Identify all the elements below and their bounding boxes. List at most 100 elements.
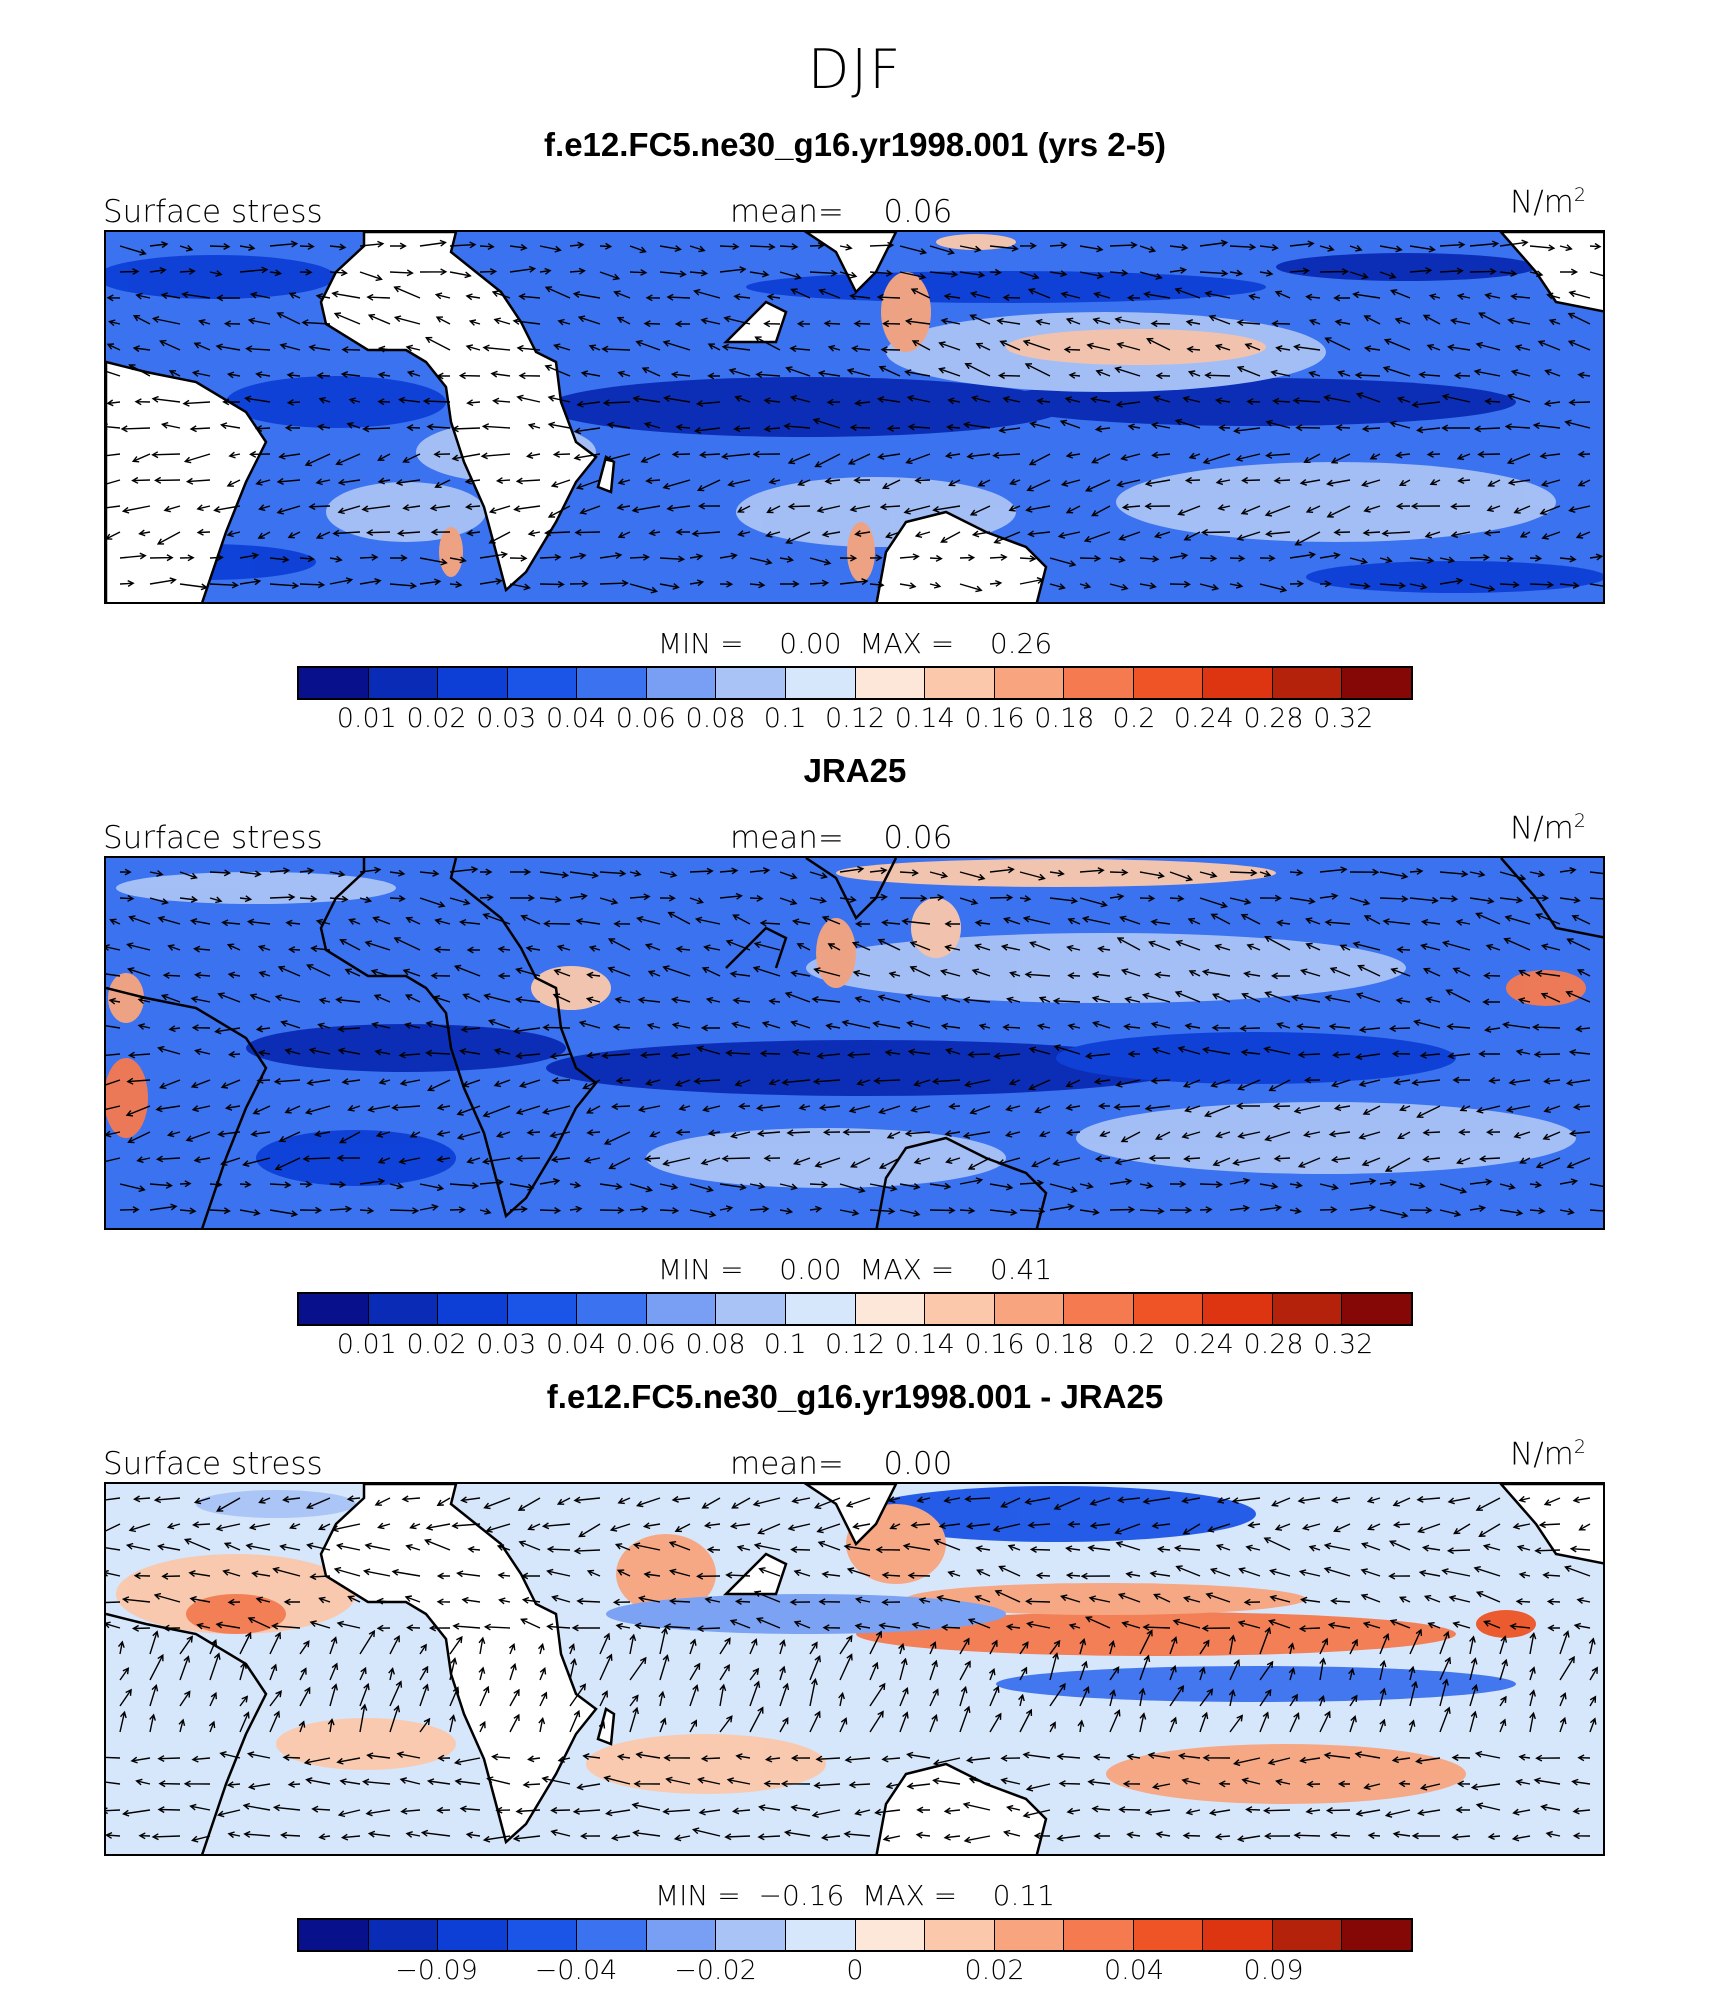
stress-vector-arrow [749, 1680, 761, 1707]
stress-vector-arrow [493, 317, 511, 325]
stress-vector-arrow [1009, 971, 1021, 978]
stress-vector-arrow [1184, 1105, 1201, 1113]
stress-vector-arrow [648, 529, 661, 537]
stress-vector-arrow [755, 1617, 781, 1629]
stress-vector-arrow [1218, 424, 1231, 432]
stress-vector-arrow [969, 314, 991, 325]
stress-vector-arrow [659, 555, 686, 563]
stress-vector-arrow [1389, 1619, 1411, 1629]
stress-vector-arrow [839, 895, 857, 903]
stress-vector-arrow [1276, 919, 1291, 927]
stress-vector-arrow [479, 1178, 504, 1186]
stress-vector-arrow [193, 342, 211, 351]
stress-vector-arrow [1079, 245, 1104, 253]
stress-vector-arrow [1329, 967, 1351, 977]
stress-vector-arrow [989, 268, 1002, 276]
stress-vector-arrow [466, 399, 481, 407]
stress-vector-arrow [971, 968, 991, 977]
stress-vector-arrow [1236, 365, 1261, 377]
stress-vector-arrow [227, 971, 241, 979]
stress-vector-arrow [389, 1182, 405, 1190]
stress-vector-arrow [160, 292, 181, 300]
stress-vector-arrow [1429, 478, 1441, 486]
stress-vector-arrow [1109, 556, 1126, 563]
stress-vector-arrow [106, 1621, 121, 1629]
stress-vector-arrow [645, 477, 661, 485]
stress-vector-arrow [629, 1706, 639, 1733]
stress-vector-arrow [944, 1130, 961, 1137]
stress-vector-arrow [1169, 1684, 1185, 1707]
stress-vector-arrow [1383, 338, 1411, 351]
stress-vector-arrow [154, 476, 181, 484]
stress-vector-arrow [106, 1025, 121, 1029]
stress-vector-arrow [790, 288, 811, 299]
stress-vector-arrow [1084, 479, 1111, 492]
stress-vector-arrow [239, 1695, 249, 1707]
stress-vector-arrow [1589, 553, 1603, 561]
stress-vector-arrow [1092, 317, 1111, 325]
stress-vector-arrow [544, 286, 571, 299]
stress-vector-arrow [136, 1156, 151, 1164]
stress-vector-arrow [905, 993, 931, 1003]
stress-vector-arrow [1126, 1831, 1141, 1839]
stress-vector-arrow [106, 1831, 121, 1839]
stress-vector-arrow [700, 1024, 721, 1032]
stress-vector-arrow [904, 369, 931, 377]
stress-vector-arrow [196, 504, 211, 512]
stress-vector-arrow [239, 1711, 250, 1733]
stress-vector-arrow [798, 1103, 811, 1111]
stress-vector-arrow [1478, 1155, 1501, 1163]
colorbar-tick-label: 0.04 [1103, 1955, 1165, 1986]
stress-vector-arrow [1333, 1523, 1351, 1533]
colorbar-swatch [994, 668, 1065, 698]
stress-vector-arrow [1150, 422, 1171, 429]
stress-vector-arrow [542, 1023, 571, 1032]
stress-vector-arrow [901, 918, 931, 926]
stress-vector-arrow [279, 342, 301, 351]
stress-vector-arrow [1024, 971, 1051, 979]
stress-vector-arrow [1379, 1633, 1390, 1655]
colorbar-swatch [368, 1920, 439, 1950]
stress-vector-arrow [959, 1637, 970, 1655]
stress-vector-arrow [854, 1596, 871, 1604]
stress-vector-arrow [1486, 1128, 1501, 1136]
stress-vector-arrow [522, 1781, 541, 1789]
stress-vector-arrow [1542, 1131, 1561, 1141]
stress-vector-arrow [398, 1051, 421, 1059]
stress-vector-arrow [1330, 453, 1351, 464]
stress-vector-arrow [659, 1627, 668, 1655]
stress-vector-arrow [255, 478, 271, 486]
stress-vector-arrow [168, 370, 181, 377]
panel-3-minmax: MIN = −0.16 MAX = 0.11 [0, 1879, 1710, 1912]
stress-vector-arrow [1411, 401, 1441, 408]
stress-vector-arrow [466, 529, 481, 537]
colorbar-swatch [646, 1920, 717, 1950]
stress-vector-arrow [730, 1131, 751, 1139]
stress-vector-arrow [913, 1079, 931, 1087]
stress-vector-arrow [1333, 528, 1351, 536]
stress-vector-arrow [738, 1102, 751, 1110]
panel-1-minmax: MIN = 0.00 MAX = 0.26 [0, 627, 1710, 660]
stress-vector-arrow [839, 1717, 848, 1733]
stress-vector-arrow [453, 1757, 481, 1766]
stress-vector-arrow [269, 1663, 278, 1681]
stress-vector-arrow [539, 896, 563, 904]
stress-vector-arrow [424, 1538, 451, 1551]
stress-vector-arrow [779, 1183, 799, 1191]
stress-vector-arrow [1326, 505, 1351, 518]
stress-vector-arrow [127, 1051, 151, 1059]
stress-vector-arrow [1088, 1595, 1111, 1603]
stress-vector-arrow [701, 966, 721, 977]
stress-vector-arrow [938, 1522, 961, 1530]
stress-vector-arrow [1199, 1688, 1214, 1707]
stress-vector-arrow [1568, 1048, 1591, 1056]
stress-vector-arrow [153, 1496, 181, 1504]
stress-vector-arrow [1139, 894, 1156, 902]
stress-vector-arrow [163, 505, 181, 513]
stress-vector-arrow [362, 425, 391, 433]
stress-vector-arrow [1184, 1022, 1201, 1030]
stress-vector-arrow [1027, 1521, 1051, 1529]
stress-vector-arrow [1576, 1597, 1591, 1604]
stress-vector-arrow [663, 395, 691, 403]
stress-vector-arrow [632, 395, 661, 403]
